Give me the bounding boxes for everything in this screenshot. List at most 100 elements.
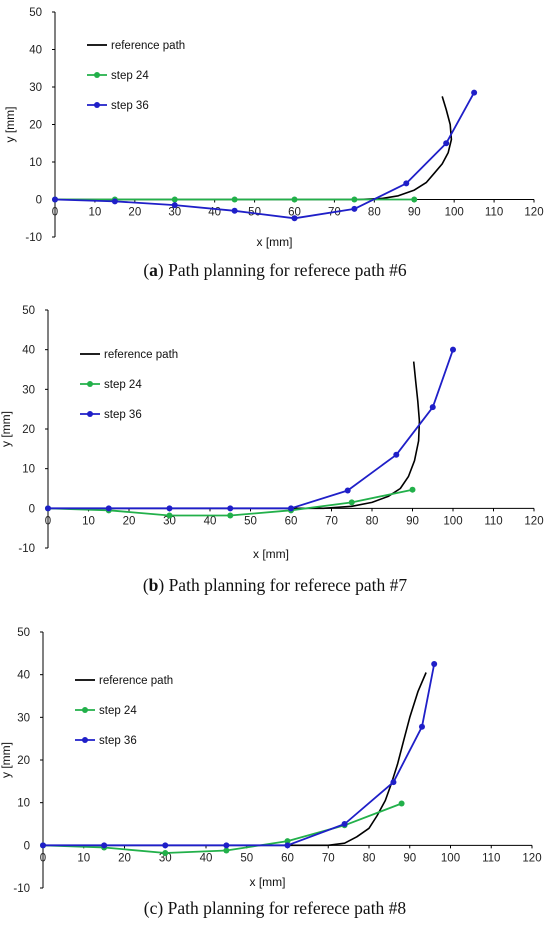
data-point-step-36-c [341, 821, 348, 827]
caption-b-text: ) Path planning for referece path #7 [158, 575, 408, 595]
x-tick-label-b: 20 [123, 515, 136, 527]
y-axis-title-c: y [mm] [0, 742, 13, 778]
data-point-step-36-a [52, 196, 58, 203]
data-point-step-24-b [227, 512, 234, 519]
y-tick-label-a: 10 [29, 157, 42, 169]
x-tick-label-b: 50 [244, 515, 257, 527]
legend-label-step-24-a: step 24 [111, 70, 149, 82]
x-tick-label-b: 10 [82, 515, 95, 527]
x-tick-label-b: 30 [163, 515, 176, 527]
data-point-step-24-c [223, 847, 230, 854]
data-point-step-36-c [418, 723, 425, 730]
legend-marker-step-36-c [82, 737, 88, 743]
chart-c: 0 10 20 30 40 50 60 70 80 90 100 110 120 -10 0 10 20 30 40… [0, 627, 542, 895]
data-point-step-36-a [111, 198, 118, 205]
legend-label-reference-path-c: reference path [99, 675, 173, 687]
x-tick-label-a: 0 [52, 207, 58, 219]
data-point-step-36-c [431, 661, 438, 667]
caption-a: (a) Path planning for referece path #6 [0, 260, 550, 281]
y-axis-title-a: y [mm] [3, 107, 17, 143]
x-tick-label-b: 120 [524, 515, 543, 527]
x-tick-label-b: 40 [204, 515, 217, 527]
legend-marker-step-24-b [87, 381, 93, 387]
x-tick-label-a: 10 [89, 207, 102, 219]
x-tick-label-c: 60 [281, 852, 294, 864]
x-axis-title-c: x [mm] [250, 875, 286, 889]
y-tick-label-a: -10 [25, 232, 42, 244]
data-point-step-36-a [351, 205, 358, 212]
x-tick-label-a: 60 [288, 207, 301, 219]
y-tick-label-b: 30 [22, 384, 35, 396]
data-point-step-24-c [398, 800, 405, 807]
data-point-step-24-a [411, 196, 418, 203]
caption-b-paren: ( [142, 575, 149, 595]
legend-marker-step-36-b [87, 411, 93, 417]
data-point-step-36-b [288, 505, 294, 512]
caption-a-text: ) Path planning for referece path #6 [157, 260, 407, 280]
data-point-step-36-b [450, 346, 456, 353]
x-tick-label-a: 20 [128, 207, 141, 219]
y-tick-label-c: 40 [17, 670, 30, 682]
legend-marker-step-36-a [94, 102, 100, 108]
data-point-step-36-b [105, 505, 112, 512]
series-line-step-24-b [47, 488, 413, 517]
data-point-step-24-a [351, 196, 358, 203]
series-line-reference-path-a [55, 96, 453, 201]
data-point-step-24-a [291, 196, 298, 203]
y-tick-label-a: 40 [29, 45, 42, 57]
data-point-step-36-c [101, 842, 108, 849]
x-tick-label-c: 10 [77, 852, 90, 864]
y-tick-label-b: 50 [22, 305, 35, 317]
chart-b: 0 10 20 30 40 50 60 70 80 90 100 110 120 -10 0 10 20 30 40… [0, 305, 544, 561]
x-tick-label-c: 20 [118, 852, 131, 864]
series-line-reference-path-b [48, 361, 421, 510]
data-point-step-36-b [166, 505, 173, 512]
x-tick-label-b: 100 [443, 515, 462, 527]
data-point-step-36-b [393, 451, 400, 458]
x-tick-label-a: 30 [168, 207, 181, 219]
legend-label-reference-path-a: reference path [111, 40, 185, 52]
data-point-step-36-b [227, 505, 234, 512]
data-point-step-36-a [403, 180, 410, 187]
data-point-step-24-c [284, 838, 291, 845]
y-tick-label-a: 50 [29, 7, 42, 19]
y-tick-label-c: 20 [17, 755, 30, 767]
data-point-step-24-a [171, 196, 178, 203]
chart-panel-b: 0 10 20 30 40 50 60 70 80 90 100 110 120 -10 0 10 20 30 40… [0, 296, 550, 561]
x-tick-label-a: 80 [368, 207, 381, 219]
data-point-step-36-b [429, 404, 436, 411]
y-tick-label-a: 30 [29, 82, 42, 94]
x-tick-label-c: 70 [322, 852, 335, 864]
caption-c-text: (c) Path planning for referece path #8 [143, 898, 407, 918]
x-tick-label-a: 120 [524, 207, 543, 219]
y-tick-label-b: 0 [29, 503, 35, 515]
data-point-step-36-c [223, 842, 230, 849]
chart-a: 0 10 20 30 40 50 60 70 80 90 100 110 120-10010203040… [3, 7, 544, 249]
y-tick-label-b: 10 [22, 464, 35, 476]
x-tick-label-b: 0 [45, 515, 51, 527]
x-tick-label-a: 100 [445, 207, 464, 219]
data-point-step-36-c [162, 842, 169, 849]
chart-panel-c: 0 10 20 30 40 50 60 70 80 90 100 110 120 -10 0 10 20 30 40… [0, 620, 550, 898]
data-point-step-24-b [348, 499, 355, 506]
y-tick-label-c: 0 [24, 840, 30, 852]
x-tick-label-c: 80 [363, 852, 376, 864]
legend-label-step-36-b: step 36 [104, 409, 142, 421]
chart-panel-a: 0 10 20 30 40 50 60 70 80 90 100 110 120 -10 0 10 20 30 40… [0, 0, 550, 256]
y-tick-label-a: 0 [36, 195, 42, 207]
legend-label-step-24-c: step 24 [99, 705, 137, 717]
legend-label-step-24-b: step 24 [104, 379, 142, 391]
x-tick-label-c: 30 [159, 852, 172, 864]
x-tick-label-c: 0 [40, 852, 46, 864]
data-point-step-24-b [409, 486, 416, 493]
data-point-step-24-c [162, 850, 169, 857]
legend-marker-step-24-a [94, 72, 100, 78]
x-tick-label-c: 90 [403, 852, 416, 864]
legend-label-step-36-a: step 36 [111, 100, 149, 112]
y-tick-label-b: 20 [22, 424, 35, 436]
x-tick-label-c: 50 [240, 852, 253, 864]
legend-label-step-36-c: step 36 [99, 735, 137, 747]
series-line-step-36-b [48, 349, 454, 510]
legend-marker-step-24-c [82, 707, 88, 713]
x-tick-label-b: 110 [484, 515, 502, 527]
